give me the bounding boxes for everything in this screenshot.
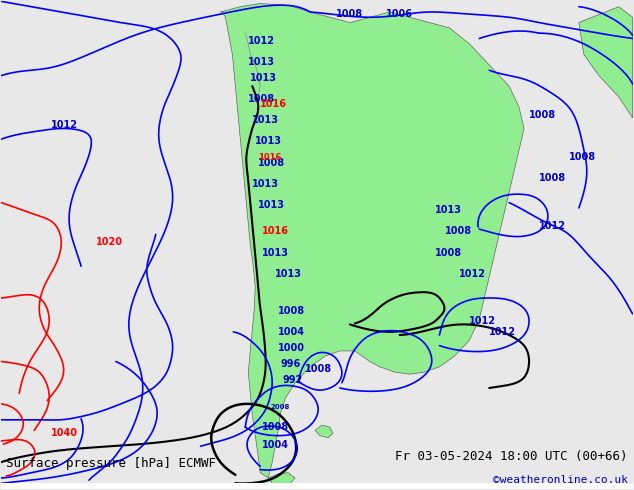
Text: 1012: 1012 [469, 317, 496, 326]
Text: 1006: 1006 [386, 9, 413, 19]
Text: 1013: 1013 [252, 115, 280, 125]
Text: 1008: 1008 [434, 247, 462, 258]
Text: Surface pressure [hPa] ECMWF: Surface pressure [hPa] ECMWF [6, 457, 216, 470]
Polygon shape [221, 3, 524, 478]
Text: 1012: 1012 [51, 121, 78, 130]
Text: 1008: 1008 [336, 9, 363, 19]
Text: 1008: 1008 [539, 173, 566, 183]
Text: 1008: 1008 [569, 152, 596, 162]
Text: 1013: 1013 [256, 136, 282, 147]
Text: 1013: 1013 [434, 205, 462, 215]
Text: 1008: 1008 [444, 226, 472, 236]
Text: 992: 992 [282, 375, 302, 385]
Polygon shape [315, 425, 333, 438]
Text: 1016: 1016 [260, 99, 287, 109]
Text: 1008: 1008 [249, 94, 275, 104]
Polygon shape [579, 7, 633, 118]
Text: Fr 03-05-2024 18:00 UTC (00+66): Fr 03-05-2024 18:00 UTC (00+66) [395, 450, 628, 463]
Text: 1013: 1013 [249, 57, 275, 67]
Bar [1, 483, 633, 490]
Text: 1012: 1012 [489, 327, 516, 337]
Text: 1013: 1013 [262, 247, 289, 258]
Text: 1000: 1000 [278, 343, 305, 353]
Text: 1004: 1004 [262, 441, 289, 450]
Text: 1012: 1012 [249, 36, 275, 46]
Text: 1008: 1008 [529, 110, 556, 120]
Text: 1016: 1016 [262, 226, 289, 236]
Text: 1013: 1013 [252, 179, 280, 189]
Text: 996: 996 [280, 359, 301, 369]
Text: 1008: 1008 [278, 306, 306, 316]
Polygon shape [268, 473, 295, 486]
Text: 1016: 1016 [258, 153, 281, 162]
Text: 1040: 1040 [51, 428, 78, 438]
Text: 1013: 1013 [275, 269, 302, 279]
Text: 1012: 1012 [460, 269, 486, 279]
Text: 1004: 1004 [278, 327, 305, 337]
Text: 1008: 1008 [258, 158, 285, 168]
Text: ©weatheronline.co.uk: ©weatheronline.co.uk [493, 475, 628, 485]
Text: 1020: 1020 [96, 237, 123, 247]
Text: 1008: 1008 [305, 364, 332, 374]
Text: 2008: 2008 [270, 404, 290, 410]
Text: 1012: 1012 [539, 221, 566, 231]
Text: 1013: 1013 [258, 200, 285, 210]
Text: 1013: 1013 [250, 73, 277, 83]
Text: 1008: 1008 [262, 422, 289, 432]
